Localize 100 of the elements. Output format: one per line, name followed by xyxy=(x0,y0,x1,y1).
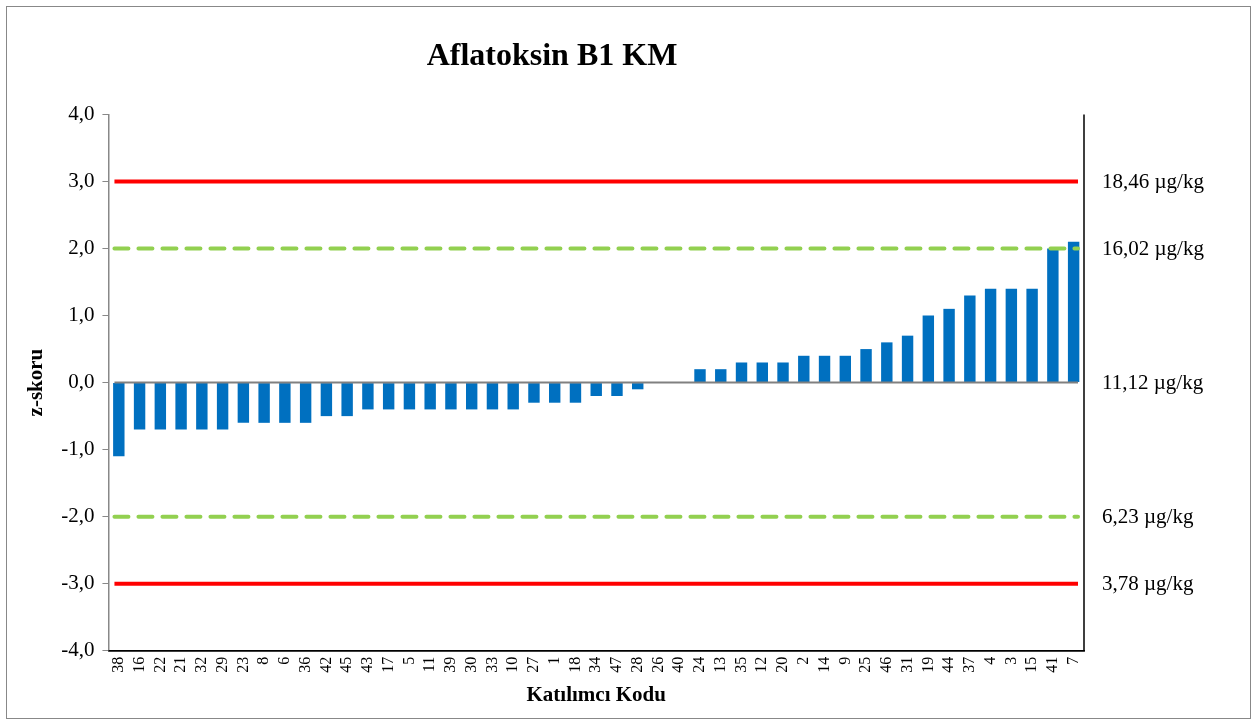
x-tick-label: 21 xyxy=(171,656,189,673)
y-tick-label: 1,0 xyxy=(68,302,95,327)
x-tick-label: 36 xyxy=(295,656,313,673)
bar xyxy=(611,383,623,397)
bar xyxy=(569,383,582,403)
ref-line-label: 11,12 µg/kg xyxy=(1102,370,1204,395)
x-tick-label: 14 xyxy=(814,656,832,673)
bar xyxy=(922,315,935,383)
bar xyxy=(984,288,997,383)
x-tick-label: 11 xyxy=(420,656,438,673)
bar xyxy=(1067,241,1080,383)
bar xyxy=(113,383,125,457)
x-tick-label: 15 xyxy=(1022,656,1040,673)
x-tick-label: 22 xyxy=(150,656,168,673)
ref-line-label: 3,78 µg/kg xyxy=(1102,571,1194,596)
bar xyxy=(382,383,395,410)
ref-line-label: 6,23 µg/kg xyxy=(1102,504,1194,529)
bar xyxy=(528,383,540,403)
x-tick-label: 12 xyxy=(752,656,770,673)
x-tick-label: 28 xyxy=(627,656,645,673)
x-tick-label: 19 xyxy=(918,656,936,673)
y-tick-label: 3,0 xyxy=(68,167,95,192)
x-tick-label: 42 xyxy=(316,656,334,673)
x-tick-label: 37 xyxy=(960,656,978,673)
x-tick-label: 6 xyxy=(275,656,293,665)
bar xyxy=(362,383,374,410)
bar xyxy=(943,308,955,383)
x-tick-label: 27 xyxy=(524,656,542,673)
x-tick-label: 2 xyxy=(793,656,811,665)
bar xyxy=(881,342,893,383)
bar xyxy=(341,383,353,417)
bar xyxy=(154,383,167,430)
bar xyxy=(860,349,872,383)
bar xyxy=(694,369,706,383)
x-tick-label: 47 xyxy=(607,656,625,673)
bar xyxy=(1026,288,1038,383)
bar xyxy=(445,383,457,410)
x-tick-label: 43 xyxy=(358,656,376,673)
y-tick-label: 0,0 xyxy=(68,369,95,394)
bar xyxy=(798,355,810,383)
x-axis-title: Katılımcı Kodu xyxy=(526,681,667,706)
bar xyxy=(715,369,727,383)
bar xyxy=(777,362,789,383)
y-tick-label: -1,0 xyxy=(61,436,95,461)
x-tick-label: 31 xyxy=(897,656,915,673)
bar xyxy=(901,335,914,383)
x-tick-label: 9 xyxy=(835,656,853,665)
x-tick-label: 34 xyxy=(586,656,604,673)
bar xyxy=(507,383,519,410)
x-tick-label: 20 xyxy=(773,656,791,673)
bar xyxy=(818,355,831,383)
x-tick-label: 3 xyxy=(1001,656,1019,665)
bar xyxy=(964,295,976,383)
x-tick-label: 24 xyxy=(690,656,708,673)
y-tick-label: 4,0 xyxy=(68,100,95,125)
x-tick-label: 32 xyxy=(192,656,210,673)
bar xyxy=(237,383,250,423)
bar xyxy=(424,383,436,410)
y-tick-label: 2,0 xyxy=(68,235,95,260)
bar xyxy=(549,383,561,403)
bar xyxy=(279,383,291,423)
x-tick-label: 1 xyxy=(544,656,562,665)
x-tick-label: 23 xyxy=(233,656,251,673)
x-tick-label: 30 xyxy=(461,656,479,673)
bar xyxy=(258,383,270,423)
x-tick-label: 35 xyxy=(731,656,749,673)
y-axis-title: z-skoru xyxy=(23,348,48,417)
bar xyxy=(756,362,768,383)
x-tick-label: 18 xyxy=(565,656,583,673)
bar xyxy=(299,383,312,423)
x-tick-label: 41 xyxy=(1043,656,1061,673)
x-tick-label: 46 xyxy=(877,656,895,673)
chart-title: Aflatoksin B1 KM xyxy=(426,36,678,73)
bar xyxy=(216,383,229,430)
bar xyxy=(735,362,748,383)
bar xyxy=(320,383,333,417)
x-tick-label: 13 xyxy=(710,656,728,673)
x-tick-label: 26 xyxy=(648,656,666,673)
y-tick-label: -4,0 xyxy=(61,637,95,662)
x-tick-label: 8 xyxy=(254,656,272,665)
ref-line-label: 18,46 µg/kg xyxy=(1102,168,1205,193)
x-tick-label: 16 xyxy=(129,656,147,673)
x-tick-label: 39 xyxy=(441,656,459,673)
x-tick-label: 5 xyxy=(399,656,417,665)
x-tick-label: 29 xyxy=(212,656,230,673)
bar xyxy=(839,355,852,383)
x-tick-label: 17 xyxy=(378,656,396,673)
bar xyxy=(465,383,478,410)
y-tick-label: -3,0 xyxy=(61,570,95,595)
x-tick-label: 45 xyxy=(337,656,355,673)
bar xyxy=(175,383,187,430)
bar xyxy=(1005,288,1018,383)
x-tick-label: 10 xyxy=(503,656,521,673)
bar xyxy=(486,383,499,410)
x-tick-label: 38 xyxy=(109,656,127,673)
x-tick-label: 44 xyxy=(939,656,957,673)
bar xyxy=(403,383,416,410)
bar xyxy=(1047,248,1059,383)
y-tick-label: -2,0 xyxy=(61,503,95,528)
ref-line-label: 16,02 µg/kg xyxy=(1102,236,1205,261)
